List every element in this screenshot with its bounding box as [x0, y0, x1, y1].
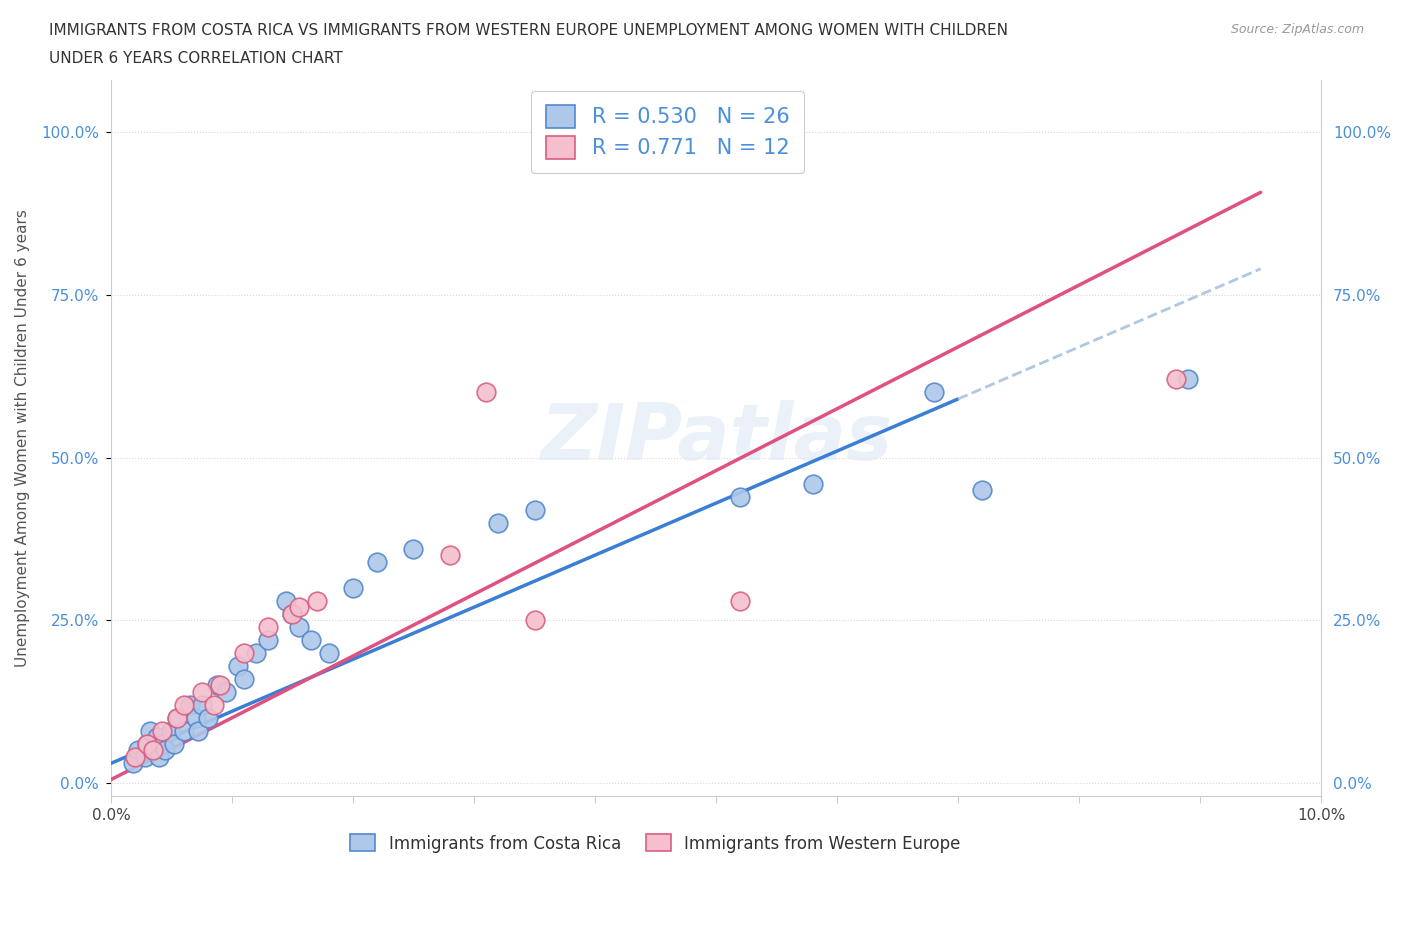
Point [287, 600, 309, 615]
Point [475, 385, 498, 400]
Point [150, 724, 173, 738]
Point [276, 593, 298, 608]
Point [257, 619, 280, 634]
Point [179, 698, 201, 712]
Y-axis label: Unemployment Among Women with Children Under 6 years: Unemployment Among Women with Children U… [15, 209, 30, 667]
Point [166, 711, 188, 725]
Point [233, 671, 256, 686]
Point [207, 678, 229, 693]
Point [287, 619, 309, 634]
Point [190, 684, 212, 699]
Point [124, 750, 146, 764]
Point [208, 678, 231, 693]
Text: IMMIGRANTS FROM COSTA RICA VS IMMIGRANTS FROM WESTERN EUROPE UNEMPLOYMENT AMONG : IMMIGRANTS FROM COSTA RICA VS IMMIGRANTS… [49, 23, 1008, 38]
Point [202, 698, 225, 712]
Legend: Immigrants from Costa Rica, Immigrants from Western Europe: Immigrants from Costa Rica, Immigrants f… [343, 828, 967, 859]
Point [197, 711, 219, 725]
Point [152, 737, 174, 751]
Point [281, 606, 304, 621]
Point [173, 724, 195, 738]
Point [226, 658, 249, 673]
Point [730, 593, 752, 608]
Point [299, 632, 322, 647]
Point [305, 593, 328, 608]
Point [439, 548, 461, 563]
Point [1164, 372, 1187, 387]
Point [801, 476, 824, 491]
Point [257, 632, 280, 647]
Text: UNDER 6 YEARS CORRELATION CHART: UNDER 6 YEARS CORRELATION CHART [49, 51, 343, 66]
Point [134, 750, 156, 764]
Point [486, 515, 509, 530]
Point [136, 737, 159, 751]
Point [523, 502, 546, 517]
Point [730, 489, 752, 504]
Point [523, 613, 546, 628]
Point [190, 698, 212, 712]
Point [136, 737, 159, 751]
Point [366, 554, 388, 569]
Point [173, 698, 195, 712]
Point [142, 743, 165, 758]
Point [155, 743, 177, 758]
Point [184, 711, 207, 725]
Point [146, 730, 169, 745]
Text: ZIPatlas: ZIPatlas [540, 400, 893, 476]
Point [121, 756, 143, 771]
Point [402, 541, 425, 556]
Point [922, 385, 945, 400]
Point [342, 580, 364, 595]
Point [138, 724, 160, 738]
Point [318, 645, 340, 660]
Text: Source: ZipAtlas.com: Source: ZipAtlas.com [1230, 23, 1364, 36]
Point [148, 750, 170, 764]
Point [163, 737, 186, 751]
Point [127, 743, 149, 758]
Point [245, 645, 267, 660]
Point [233, 645, 256, 660]
Point [142, 743, 165, 758]
Point [215, 684, 238, 699]
Point [166, 711, 188, 725]
Point [281, 606, 304, 621]
Point [187, 724, 209, 738]
Point [160, 724, 183, 738]
Point [1177, 372, 1199, 387]
Point [972, 483, 994, 498]
